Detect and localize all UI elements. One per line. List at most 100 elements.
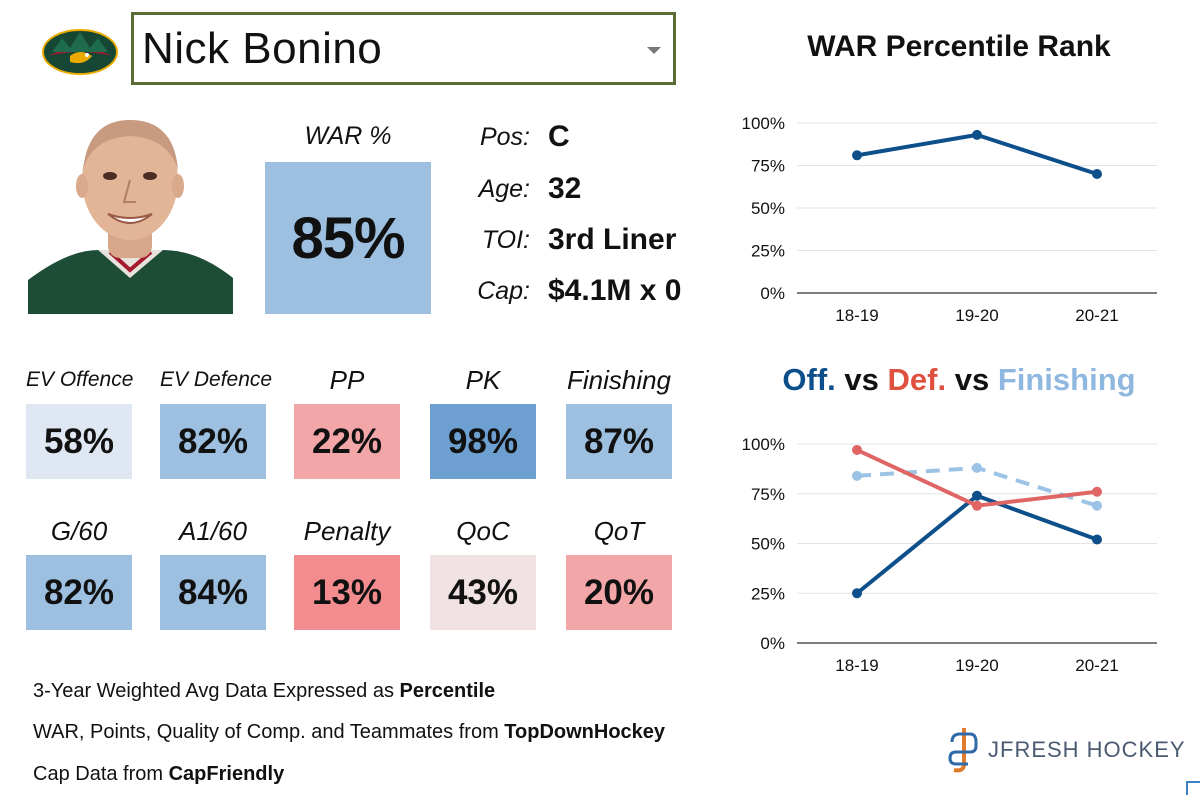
war-value-box: 85% — [265, 162, 431, 314]
info-key: Cap: — [477, 276, 530, 305]
jfresh-hockey-logo-icon — [948, 728, 978, 773]
stat-value: 87% — [583, 421, 655, 461]
data-point — [852, 150, 862, 161]
y-tick-label: 25% — [751, 584, 785, 603]
brand-name: JFRESH HOCKEY — [988, 737, 1186, 762]
y-tick-label: 100% — [742, 114, 785, 133]
stat-label: G/60 — [50, 516, 108, 546]
y-tick-label: 0% — [760, 284, 785, 303]
data-point — [972, 490, 982, 501]
stat-label: Finishing — [566, 365, 672, 395]
stat-value: 84% — [177, 572, 249, 612]
stat-label: QoT — [593, 516, 645, 546]
stat-box: 43% — [430, 555, 536, 630]
chart-off-def-finishing: 0% 25% 50% 75% 100% 18-19 19-20 20-21 — [742, 435, 1157, 675]
info-value: 3rd Liner — [548, 223, 677, 256]
footer-bold: TopDownHockey — [504, 721, 666, 743]
stat-label: PP — [329, 365, 365, 395]
stat-box: 87% — [566, 404, 672, 479]
data-point — [972, 129, 982, 140]
stat-box: 22% — [294, 404, 400, 479]
stat-label: EV Offence — [26, 368, 134, 391]
player-headshot-icon — [28, 120, 233, 314]
footer-note-percentile: 3-Year Weighted Avg Data Expressed as Pe… — [33, 680, 495, 703]
x-tick-label: 18-19 — [835, 656, 878, 675]
y-tick-label: 25% — [751, 242, 785, 261]
stat-pk: PK 98% — [430, 362, 536, 479]
data-point — [972, 500, 982, 511]
x-tick-label: 20-21 — [1075, 656, 1118, 675]
footer-bold: Percentile — [399, 680, 496, 702]
stat-label: QoC — [456, 516, 510, 546]
stat-value: 82% — [43, 572, 115, 612]
title-part-vs: vs — [946, 362, 998, 397]
series-line-war — [856, 132, 1098, 176]
stat-value: 98% — [447, 421, 519, 461]
player-select-dropdown[interactable]: Nick Bonino — [131, 12, 676, 85]
title-part-vs: vs — [835, 362, 888, 397]
stat-box: 82% — [26, 555, 132, 630]
stat-box: 58% — [26, 404, 132, 479]
info-value: $4.1M x 0 — [548, 274, 682, 307]
stat-qoc: QoC 43% — [430, 513, 536, 630]
y-tick-label: 0% — [760, 634, 785, 653]
footer-bold: CapFriendly — [168, 763, 285, 785]
corner-mark — [1186, 781, 1200, 795]
stat-qot: QoT 20% — [566, 513, 672, 630]
stat-label: PK — [465, 365, 501, 395]
minnesota-wild-logo-icon — [42, 29, 118, 75]
info-value: 32 — [548, 172, 582, 205]
footer-text: WAR, Points, Quality of Comp. and Teamma… — [33, 721, 505, 743]
stat-value: 20% — [583, 572, 655, 612]
stat-value: 22% — [311, 421, 383, 461]
stat-box: 82% — [160, 404, 266, 479]
stat-pp: PP 22% — [294, 362, 400, 479]
stat-box: 20% — [566, 555, 672, 630]
data-point — [852, 588, 862, 599]
y-tick-label: 75% — [751, 485, 785, 504]
stat-box: 84% — [160, 555, 266, 630]
title-part-def: Def. — [887, 362, 947, 397]
chart-war-title: WAR Percentile Rank — [807, 30, 1111, 63]
footer-text: Cap Data from — [33, 763, 169, 785]
data-point — [852, 470, 862, 481]
info-row-age: Age: 32 — [450, 167, 582, 211]
stat-label: EV Defence — [160, 368, 273, 391]
war-label: WAR % — [304, 122, 392, 150]
title-part-off: Off. — [782, 362, 836, 397]
stat-penalty: Penalty 13% — [294, 513, 400, 630]
y-tick-label: 75% — [751, 157, 785, 176]
footer-note-cap: Cap Data from CapFriendly — [33, 763, 284, 786]
stat-box: 98% — [430, 404, 536, 479]
stat-a160: A1/60 84% — [160, 513, 266, 630]
chart-split-title: Off. vs Def. vs Finishing — [745, 362, 1173, 398]
stat-box: 13% — [294, 555, 400, 630]
x-tick-label: 19-20 — [955, 306, 998, 325]
x-tick-label: 20-21 — [1075, 306, 1118, 325]
stat-value: 58% — [43, 421, 115, 461]
stat-label: A1/60 — [179, 516, 247, 546]
info-row-position: Pos: C — [450, 115, 570, 159]
stat-value: 43% — [447, 572, 519, 612]
footer-note-source: WAR, Points, Quality of Comp. and Teamma… — [33, 721, 665, 744]
info-row-toi: TOI: 3rd Liner — [450, 218, 677, 262]
stat-g60: G/60 82% — [26, 513, 132, 630]
info-key: TOI: — [481, 225, 530, 254]
data-point — [1092, 169, 1102, 179]
y-tick-label: 100% — [742, 435, 785, 454]
brand-logo: JFRESH HOCKEY — [946, 722, 1186, 778]
x-tick-label: 18-19 — [835, 306, 878, 325]
chart-war-percentile: 0% 25% 50% 75% 100% 18-19 19-20 20-21 — [742, 114, 1157, 325]
data-point — [852, 444, 862, 455]
chevron-down-icon[interactable] — [647, 47, 661, 54]
info-value: C — [548, 120, 570, 153]
war-value: 85% — [291, 205, 405, 271]
title-part-finishing: Finishing — [997, 362, 1136, 397]
x-tick-label: 19-20 — [955, 656, 998, 675]
stat-finishing: Finishing 87% — [566, 362, 672, 479]
stat-ev-offence: EV Offence 58% — [26, 362, 134, 479]
data-point — [972, 462, 982, 473]
footer-text: 3-Year Weighted Avg Data Expressed as — [33, 680, 400, 702]
player-name: Nick Bonino — [142, 23, 383, 73]
info-key: Pos: — [479, 122, 530, 151]
